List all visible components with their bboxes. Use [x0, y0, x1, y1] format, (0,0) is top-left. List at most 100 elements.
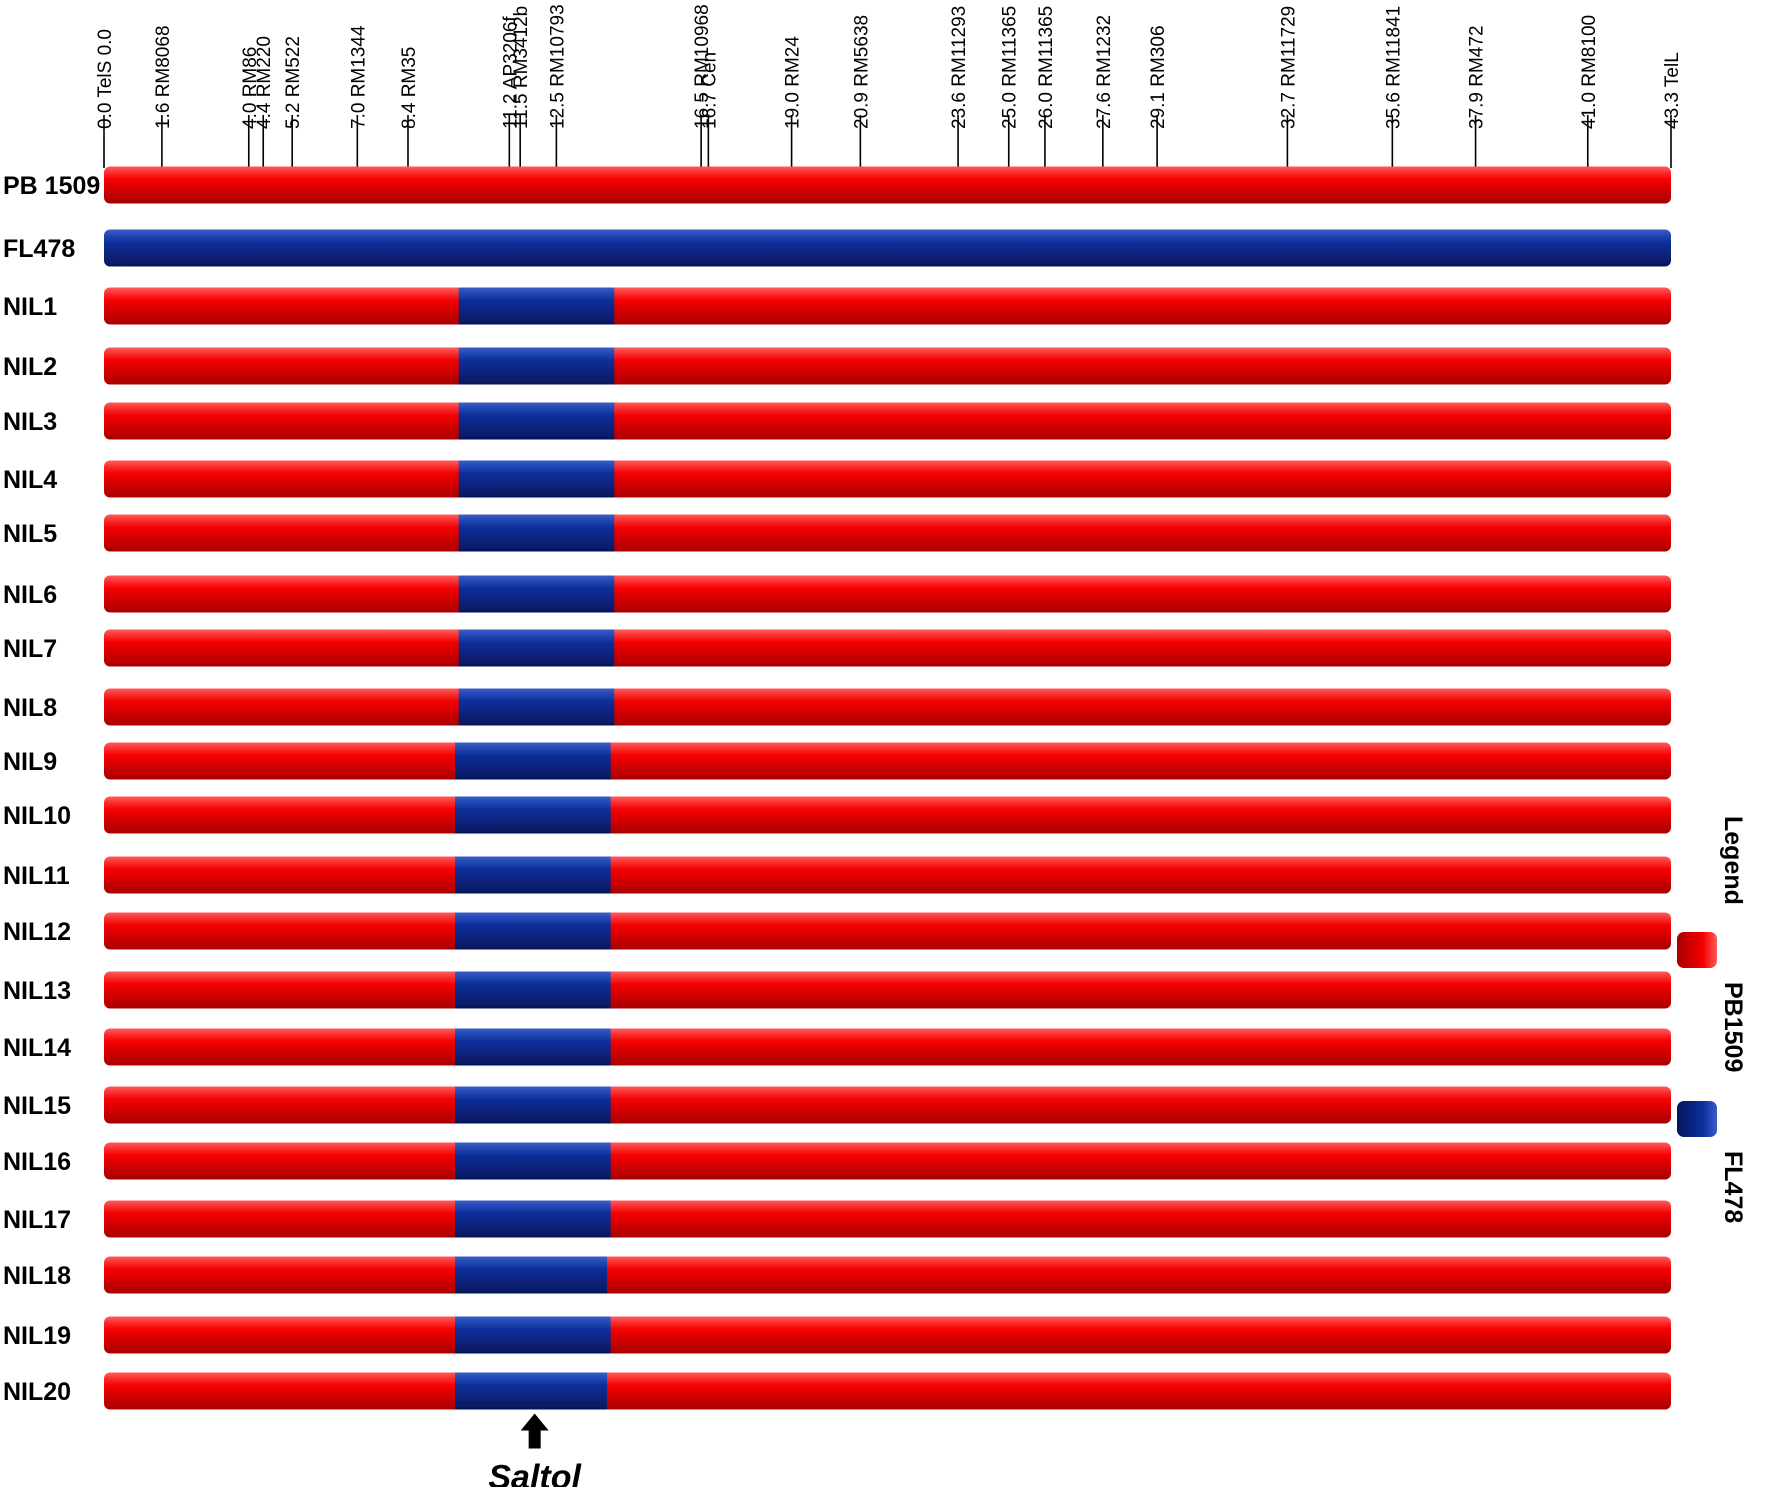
genotype-label: NIL6: [3, 581, 57, 609]
genotype-row: NIL13: [3, 971, 1671, 1009]
genotype-row: NIL5: [3, 514, 1671, 552]
marker-label: 35.6 RM11841: [1383, 6, 1404, 129]
genotype-row: FL478: [3, 229, 1671, 267]
genotype-label: NIL10: [3, 802, 71, 830]
fl478-segment: [458, 514, 615, 552]
marker-label: 25.0 RM11365: [1000, 6, 1021, 129]
pb1509-segment: [104, 742, 456, 780]
marker-label: 1.6 RM8068: [153, 25, 174, 129]
genotype-label: NIL12: [3, 918, 71, 946]
legend-swatch-pb1509: [1677, 932, 1717, 968]
genotype-label: NIL2: [3, 353, 57, 381]
marker-label: 23.6 RM11293: [949, 6, 970, 129]
chromosome-bar: [104, 742, 1671, 780]
genotype-label: NIL19: [3, 1322, 71, 1350]
pb1509-segment: [104, 1256, 456, 1294]
pb1509-segment: [610, 1142, 1671, 1180]
genotype-label: NIL14: [3, 1034, 71, 1062]
marker-label: 20.9 RM5638: [851, 15, 872, 129]
pb1509-segment: [610, 856, 1671, 894]
chromosome-bar: [104, 1200, 1671, 1238]
chromosome-bar: [104, 575, 1671, 613]
pb1509-segment: [614, 287, 1671, 325]
pb1509-segment: [104, 287, 460, 325]
fl478-segment: [458, 575, 615, 613]
marker-label: 41.0 RM8100: [1579, 15, 1600, 129]
genotype-row: NIL14: [3, 1028, 1671, 1066]
chromosome-bar: [104, 460, 1671, 498]
pb1509-segment: [104, 971, 456, 1009]
pb1509-segment: [104, 514, 460, 552]
chromosome-bar: [104, 514, 1671, 552]
pb1509-segment: [104, 1372, 456, 1410]
genotype-row: NIL1: [3, 287, 1671, 325]
pb1509-segment: [104, 629, 460, 667]
marker-label: 0.0 TelS 0.0: [95, 29, 116, 129]
marker-label: 19.0 RM24: [783, 36, 804, 129]
legend-label-fl478: FL478: [1719, 1151, 1747, 1223]
genotype-label: NIL3: [3, 408, 57, 436]
chromosome-bar: [104, 229, 1671, 267]
fl478-segment: [455, 1256, 608, 1294]
marker-label: 5.2 RM522: [283, 36, 304, 129]
pb1509-segment: [104, 347, 460, 385]
chromosome-bar: [104, 796, 1671, 834]
marker-label: 32.7 RM11729: [1278, 6, 1299, 129]
pb1509-segment: [614, 575, 1671, 613]
pb1509-segment: [104, 1200, 456, 1238]
marker-label: 11.5 RM3412b: [511, 6, 532, 129]
genotype-row: NIL3: [3, 402, 1671, 440]
pb1509-segment: [104, 402, 460, 440]
genotype-row: NIL9: [3, 742, 1671, 780]
chromosome-bar: [104, 166, 1671, 204]
saltol-label: Saltol: [488, 1459, 582, 1487]
pb1509-segment: [104, 856, 456, 894]
pb1509-segment: [610, 1086, 1671, 1124]
chromosome-bar: [104, 1256, 1671, 1294]
fl478-segment: [455, 1142, 612, 1180]
genotype-label: NIL13: [3, 977, 71, 1005]
chromosome-bar: [104, 1086, 1671, 1124]
pb1509-segment: [610, 912, 1671, 950]
genotype-row: NIL17: [3, 1200, 1671, 1238]
chromosome-bar: [104, 971, 1671, 1009]
marker-label: 4.0 RM86: [240, 47, 261, 129]
genotype-row: NIL19: [3, 1316, 1671, 1354]
chromosome-bar: [104, 629, 1671, 667]
pb1509-segment: [607, 1256, 1671, 1294]
genotype-label: NIL20: [3, 1378, 71, 1406]
chromosome-bar: [104, 912, 1671, 950]
marker-label: 16.5 RM10968: [692, 4, 713, 129]
pb1509-segment: [104, 1142, 456, 1180]
genotype-row: NIL15: [3, 1086, 1671, 1124]
pb1509-segment: [610, 742, 1671, 780]
pb1509-segment: [610, 1200, 1671, 1238]
fl478-segment: [458, 688, 615, 726]
genotype-rows: PB 1509 FL478 NIL1 NIL2 NIL3 NIL4 NIL5 NIL6 NIL7…: [3, 166, 1671, 1410]
saltol-annotation: Saltol: [488, 1413, 582, 1487]
genotype-label: NIL7: [3, 635, 57, 663]
fl478-segment: [455, 742, 612, 780]
genotype-label: FL478: [3, 235, 75, 263]
marker-label: 7.0 RM1344: [348, 25, 369, 129]
genotype-label: NIL8: [3, 694, 57, 722]
pb1509-segment: [104, 166, 1671, 204]
pb1509-segment: [104, 575, 460, 613]
marker-label: 26.0 RM11365: [1036, 6, 1057, 129]
pb1509-segment: [614, 460, 1671, 498]
genotype-label: NIL17: [3, 1206, 71, 1234]
genotype-row: NIL4: [3, 460, 1671, 498]
marker-label: 27.6 RM1232: [1094, 15, 1115, 129]
pb1509-segment: [610, 971, 1671, 1009]
fl478-segment: [104, 229, 1671, 267]
fl478-segment: [455, 1200, 612, 1238]
genotype-label: NIL18: [3, 1262, 71, 1290]
marker-label: 4.4 RM220: [254, 36, 275, 129]
pb1509-segment: [614, 347, 1671, 385]
chromosome-bar: [104, 402, 1671, 440]
chromosome-bar: [104, 856, 1671, 894]
fl478-segment: [458, 402, 615, 440]
genotype-row: NIL16: [3, 1142, 1671, 1180]
genotype-label: NIL5: [3, 520, 57, 548]
